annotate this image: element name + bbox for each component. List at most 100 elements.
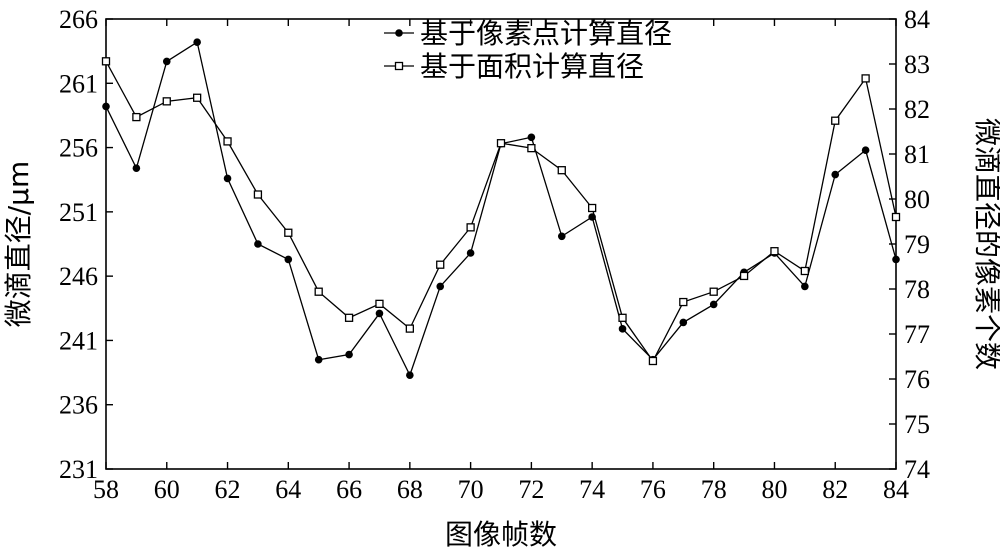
data-point-open-square [831, 116, 840, 125]
data-point-open-square [344, 313, 354, 322]
data-point-filled-circle [102, 102, 110, 111]
x-tick-label: 84 [883, 475, 909, 504]
x-tick-label: 72 [518, 475, 544, 504]
y-tick-label: 266 [59, 5, 98, 34]
data-point-filled-circle [345, 350, 353, 359]
x-tick-label: 74 [579, 475, 605, 504]
data-point-open-square [375, 299, 384, 309]
y2-tick-label: 76 [904, 365, 930, 394]
series-1 [102, 38, 900, 379]
data-point-open-square [466, 223, 475, 232]
data-point-open-square [770, 247, 779, 256]
data-point-filled-circle [314, 355, 323, 364]
data-point-open-square [253, 190, 263, 199]
data-point-filled-circle [375, 309, 384, 318]
y2-tick-label: 82 [904, 95, 930, 124]
data-point-filled-circle [831, 170, 840, 179]
x-tick-label: 80 [761, 475, 787, 504]
x-axis-title: 图像帧数 [445, 518, 557, 551]
x-axis-ticks: 58 60 62 64 66 68 70 72 74 76 78 80 82 84 [93, 19, 909, 504]
right-y-axis-title: 微滴直径的像素个数 [971, 118, 1000, 370]
data-point-open-square [223, 137, 232, 146]
data-point-filled-circle [527, 133, 536, 142]
legend-label-area-series: 基于面积计算直径 [420, 50, 644, 83]
series-1-line [105, 41, 897, 377]
data-point-open-square [162, 97, 171, 106]
data-point-open-square [101, 57, 111, 66]
data-point-filled-circle [162, 57, 171, 66]
data-point-open-square [739, 271, 749, 281]
data-point-open-square [709, 287, 718, 296]
data-point-open-square [618, 313, 627, 322]
data-point-open-square [314, 287, 323, 296]
data-point-open-square [800, 266, 809, 276]
data-point-open-square [588, 203, 597, 213]
y-tick-label: 251 [59, 198, 98, 227]
plot-frame [105, 18, 897, 470]
data-point-filled-circle [406, 371, 414, 379]
data-point-open-square [496, 139, 506, 148]
data-point-filled-circle [466, 249, 475, 257]
data-point-filled-circle [861, 146, 870, 154]
series-layer [101, 38, 901, 379]
data-point-open-square [648, 356, 658, 366]
data-point-open-square [557, 166, 566, 175]
y2-tick-label: 77 [904, 320, 930, 349]
x-tick-label: 76 [640, 475, 666, 504]
x-tick-label: 58 [93, 475, 119, 504]
x-tick-label: 60 [154, 475, 180, 504]
data-point-filled-circle [436, 282, 445, 291]
y-tick-label: 241 [59, 326, 98, 355]
x-tick-label: 82 [822, 475, 848, 504]
y-tick-label: 256 [59, 134, 98, 163]
legend-marker-open-square [394, 61, 404, 71]
legend-item-pixel-series: 基于像素点计算直径 [384, 17, 672, 50]
legend: 基于像素点计算直径 基于面积计算直径 [384, 17, 672, 83]
legend-item-area-series: 基于面积计算直径 [384, 50, 644, 83]
data-point-filled-circle [557, 232, 566, 241]
y-tick-label: 246 [59, 262, 98, 291]
data-point-filled-circle [679, 318, 688, 327]
y-tick-label: 236 [59, 391, 98, 420]
y2-tick-label: 84 [904, 5, 930, 34]
data-point-open-square [891, 212, 901, 222]
x-tick-label: 70 [458, 475, 484, 504]
x-tick-label: 78 [701, 475, 727, 504]
data-point-open-square [193, 93, 202, 102]
data-point-filled-circle [223, 174, 232, 183]
right-y-axis-ticks: 74 75 76 77 78 79 80 81 82 83 84 [889, 5, 930, 484]
x-tick-label: 62 [215, 475, 241, 504]
y2-tick-label: 80 [904, 185, 930, 214]
series-2 [101, 57, 901, 366]
legend-label-pixel-series: 基于像素点计算直径 [420, 17, 672, 50]
data-point-filled-circle [193, 38, 201, 46]
x-tick-label: 68 [397, 475, 423, 504]
legend-marker-filled-circle [395, 29, 403, 37]
y2-tick-label: 75 [904, 410, 930, 439]
series-2-line [105, 60, 897, 363]
data-point-filled-circle [801, 282, 809, 291]
data-point-filled-circle [254, 240, 262, 248]
x-tick-label: 66 [336, 475, 362, 504]
data-point-open-square [861, 74, 870, 83]
left-y-axis-ticks: 231 236 241 246 251 256 261 266 [59, 5, 113, 484]
data-point-open-square [436, 260, 445, 269]
left-y-axis-title: 微滴直径/μm [2, 161, 35, 328]
data-point-open-square [284, 228, 293, 237]
data-point-open-square [132, 112, 141, 122]
data-point-open-square [527, 143, 536, 153]
data-point-filled-circle [709, 300, 718, 309]
y-tick-label: 261 [59, 69, 98, 98]
y2-tick-label: 74 [904, 455, 930, 484]
data-point-open-square [679, 297, 688, 307]
y2-tick-label: 78 [904, 275, 930, 304]
x-tick-label: 64 [275, 475, 301, 504]
y2-tick-label: 81 [904, 140, 930, 169]
data-point-filled-circle [892, 255, 900, 264]
y-tick-label: 231 [59, 455, 98, 484]
y2-tick-label: 79 [904, 230, 930, 259]
data-point-filled-circle [132, 164, 141, 172]
data-point-open-square [405, 324, 414, 333]
